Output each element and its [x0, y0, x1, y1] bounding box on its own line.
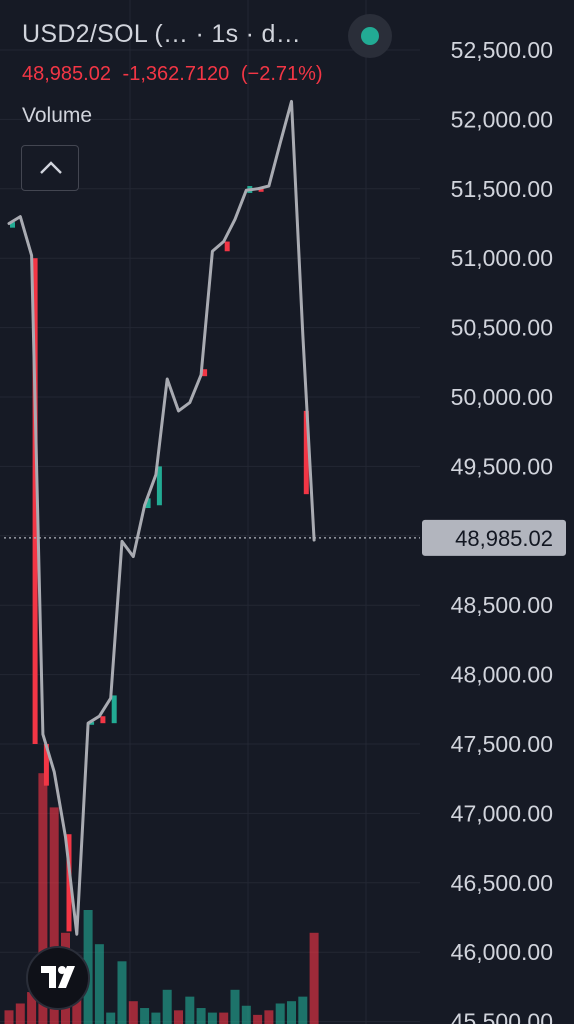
chevron-up-icon	[40, 161, 62, 174]
volume-bar	[162, 989, 172, 1024]
price-axis-tick-label: 46,500.00	[451, 870, 553, 896]
volume-bar	[253, 1014, 263, 1024]
candle-body	[156, 466, 162, 506]
volume-bar	[241, 1005, 251, 1024]
volume-bar	[38, 773, 48, 1024]
volume-bar	[94, 944, 104, 1024]
market-open-status-icon	[361, 27, 379, 45]
quote-line: 48,985.02 -1,362.7120 (−2.71%)	[22, 63, 329, 86]
tradingview-logo-icon[interactable]	[26, 946, 90, 1010]
volume-bar	[275, 1003, 285, 1024]
price-axis-tick-label: 46,000.00	[451, 939, 553, 965]
volume-bar	[4, 1010, 14, 1024]
candle-body	[10, 222, 15, 228]
price-axis-tick-label: 49,500.00	[451, 453, 553, 479]
candle-body	[303, 410, 309, 495]
volume-bar	[287, 1001, 296, 1024]
volume-bar	[230, 989, 240, 1024]
candle-bodies	[10, 186, 309, 932]
volume-bar	[185, 996, 195, 1024]
price-axis-tick-label: 52,500.00	[451, 37, 553, 63]
candle-body	[32, 258, 38, 744]
price-change-percent: (−2.71%)	[240, 63, 323, 85]
candle-body	[224, 241, 230, 252]
volume-bar	[264, 1010, 274, 1024]
collapse-legend-button[interactable]	[21, 145, 79, 191]
price-axis: 52,500.00 52,000.00 51,500.00 51,000.00 50,5…	[451, 37, 553, 1024]
volume-bar	[117, 961, 127, 1024]
symbol-title[interactable]: USD2/SOL (… · 1s · d…	[22, 20, 302, 48]
volume-bar	[196, 1008, 206, 1024]
volume-bar	[309, 932, 319, 1024]
volume-label: Volume	[22, 104, 93, 127]
volume-bar	[49, 807, 59, 1024]
volume-bar	[27, 992, 37, 1024]
candle-body	[258, 188, 264, 192]
volume-bar	[128, 1001, 138, 1024]
price-line	[7, 99, 316, 936]
grid-lines	[0, 0, 420, 1024]
candle-body	[145, 498, 151, 509]
price-axis-tick-label: 48,000.00	[451, 662, 553, 688]
price-axis-tick-label: 51,000.00	[451, 245, 553, 271]
candle-body	[89, 721, 95, 725]
candle-body	[43, 744, 49, 786]
price-axis-tick-label: 51,500.00	[451, 176, 553, 202]
price-change: -1,362.7120	[122, 63, 230, 85]
candle-body	[100, 716, 106, 724]
last-price-badge: 48,985.02	[422, 519, 566, 556]
price-axis-tick-label: 45,500.00	[451, 1009, 553, 1024]
last-price-badge-label: 48,985.02	[455, 526, 553, 551]
price-axis-tick-label: 50,000.00	[451, 384, 553, 410]
volume-bar	[151, 1012, 161, 1024]
volume-bar	[219, 1012, 229, 1024]
price-axis-tick-label: 48,500.00	[451, 592, 553, 618]
volume-bar	[15, 1003, 25, 1024]
volume-bar	[140, 1008, 150, 1024]
volume-bar	[207, 1012, 217, 1024]
volume-bar	[174, 1010, 183, 1024]
price-axis-tick-label: 47,500.00	[451, 731, 553, 757]
candle-body	[111, 695, 117, 724]
price-axis-tick-label: 50,500.00	[451, 315, 553, 341]
price-axis-tick-label: 52,000.00	[451, 106, 553, 132]
candle-body	[202, 369, 208, 377]
volume-bar	[298, 996, 308, 1024]
market-status-button[interactable]	[348, 14, 392, 58]
price-axis-tick-label: 47,000.00	[451, 800, 553, 826]
candle-body	[66, 834, 72, 932]
chart-legend: USD2/SOL (… · 1s · d… 48,985.02 -1,362.7…	[0, 0, 420, 200]
last-price: 48,985.02	[22, 63, 111, 85]
volume-bar	[106, 1012, 116, 1024]
tradingview-mark-icon	[41, 966, 75, 988]
